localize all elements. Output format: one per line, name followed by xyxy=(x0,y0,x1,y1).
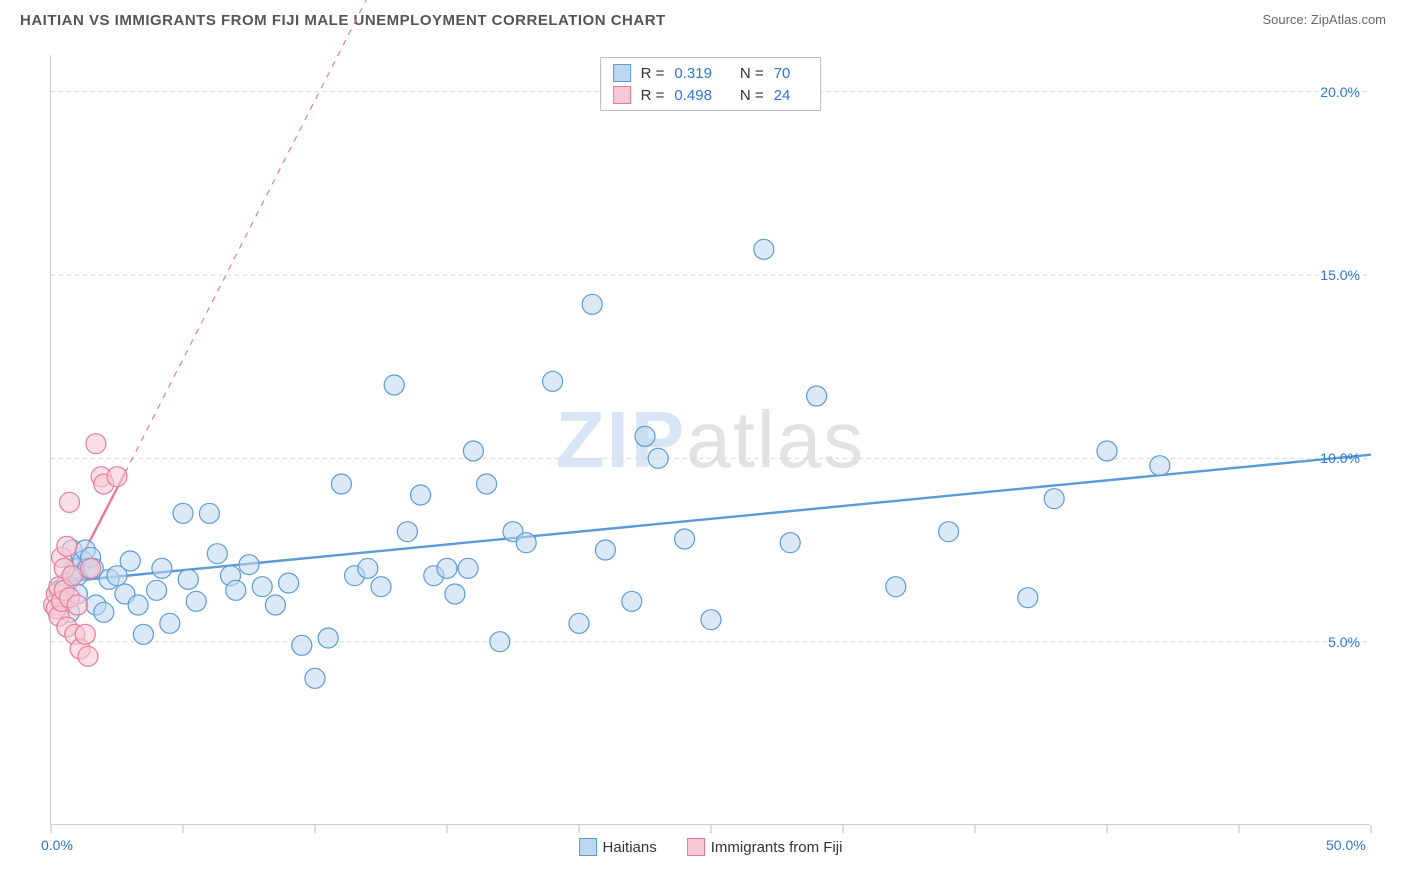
stats-box: R = 0.319 N = 70 R = 0.498 N = 24 xyxy=(600,57,822,111)
y-tick-label: 15.0% xyxy=(1320,267,1360,283)
scatter-chart: ZIPatlas R = 0.319 N = 70 R = 0.498 N = … xyxy=(50,55,1370,825)
bottom-legend: Haitians Immigrants from Fiji xyxy=(579,838,843,856)
legend-label: Haitians xyxy=(603,839,657,856)
stats-row-haitians: R = 0.319 N = 70 xyxy=(613,62,809,84)
legend-item-fiji: Immigrants from Fiji xyxy=(687,838,843,856)
r-value: 0.498 xyxy=(674,87,712,104)
stats-row-fiji: R = 0.498 N = 24 xyxy=(613,84,809,106)
legend-label: Immigrants from Fiji xyxy=(711,839,843,856)
legend-swatch-haitians xyxy=(579,838,597,856)
y-tick-label: 10.0% xyxy=(1320,450,1360,466)
swatch-fiji xyxy=(613,86,631,104)
x-tick-label: 0.0% xyxy=(41,837,73,853)
n-value: 24 xyxy=(774,87,791,104)
chart-header: HAITIAN VS IMMIGRANTS FROM FIJI MALE UNE… xyxy=(0,0,1406,37)
r-value: 0.319 xyxy=(674,65,712,82)
chart-title: HAITIAN VS IMMIGRANTS FROM FIJI MALE UNE… xyxy=(20,12,666,29)
legend-swatch-fiji xyxy=(687,838,705,856)
n-value: 70 xyxy=(774,65,791,82)
r-label: R = xyxy=(641,65,665,82)
y-tick-label: 5.0% xyxy=(1328,634,1360,650)
n-label: N = xyxy=(740,65,764,82)
plot-svg xyxy=(51,55,1370,824)
swatch-haitians xyxy=(613,64,631,82)
y-tick-label: 20.0% xyxy=(1320,84,1360,100)
x-tick-label: 50.0% xyxy=(1326,837,1366,853)
legend-item-haitians: Haitians xyxy=(579,838,657,856)
r-label: R = xyxy=(641,87,665,104)
source-attribution: Source: ZipAtlas.com xyxy=(1262,12,1386,29)
n-label: N = xyxy=(740,87,764,104)
